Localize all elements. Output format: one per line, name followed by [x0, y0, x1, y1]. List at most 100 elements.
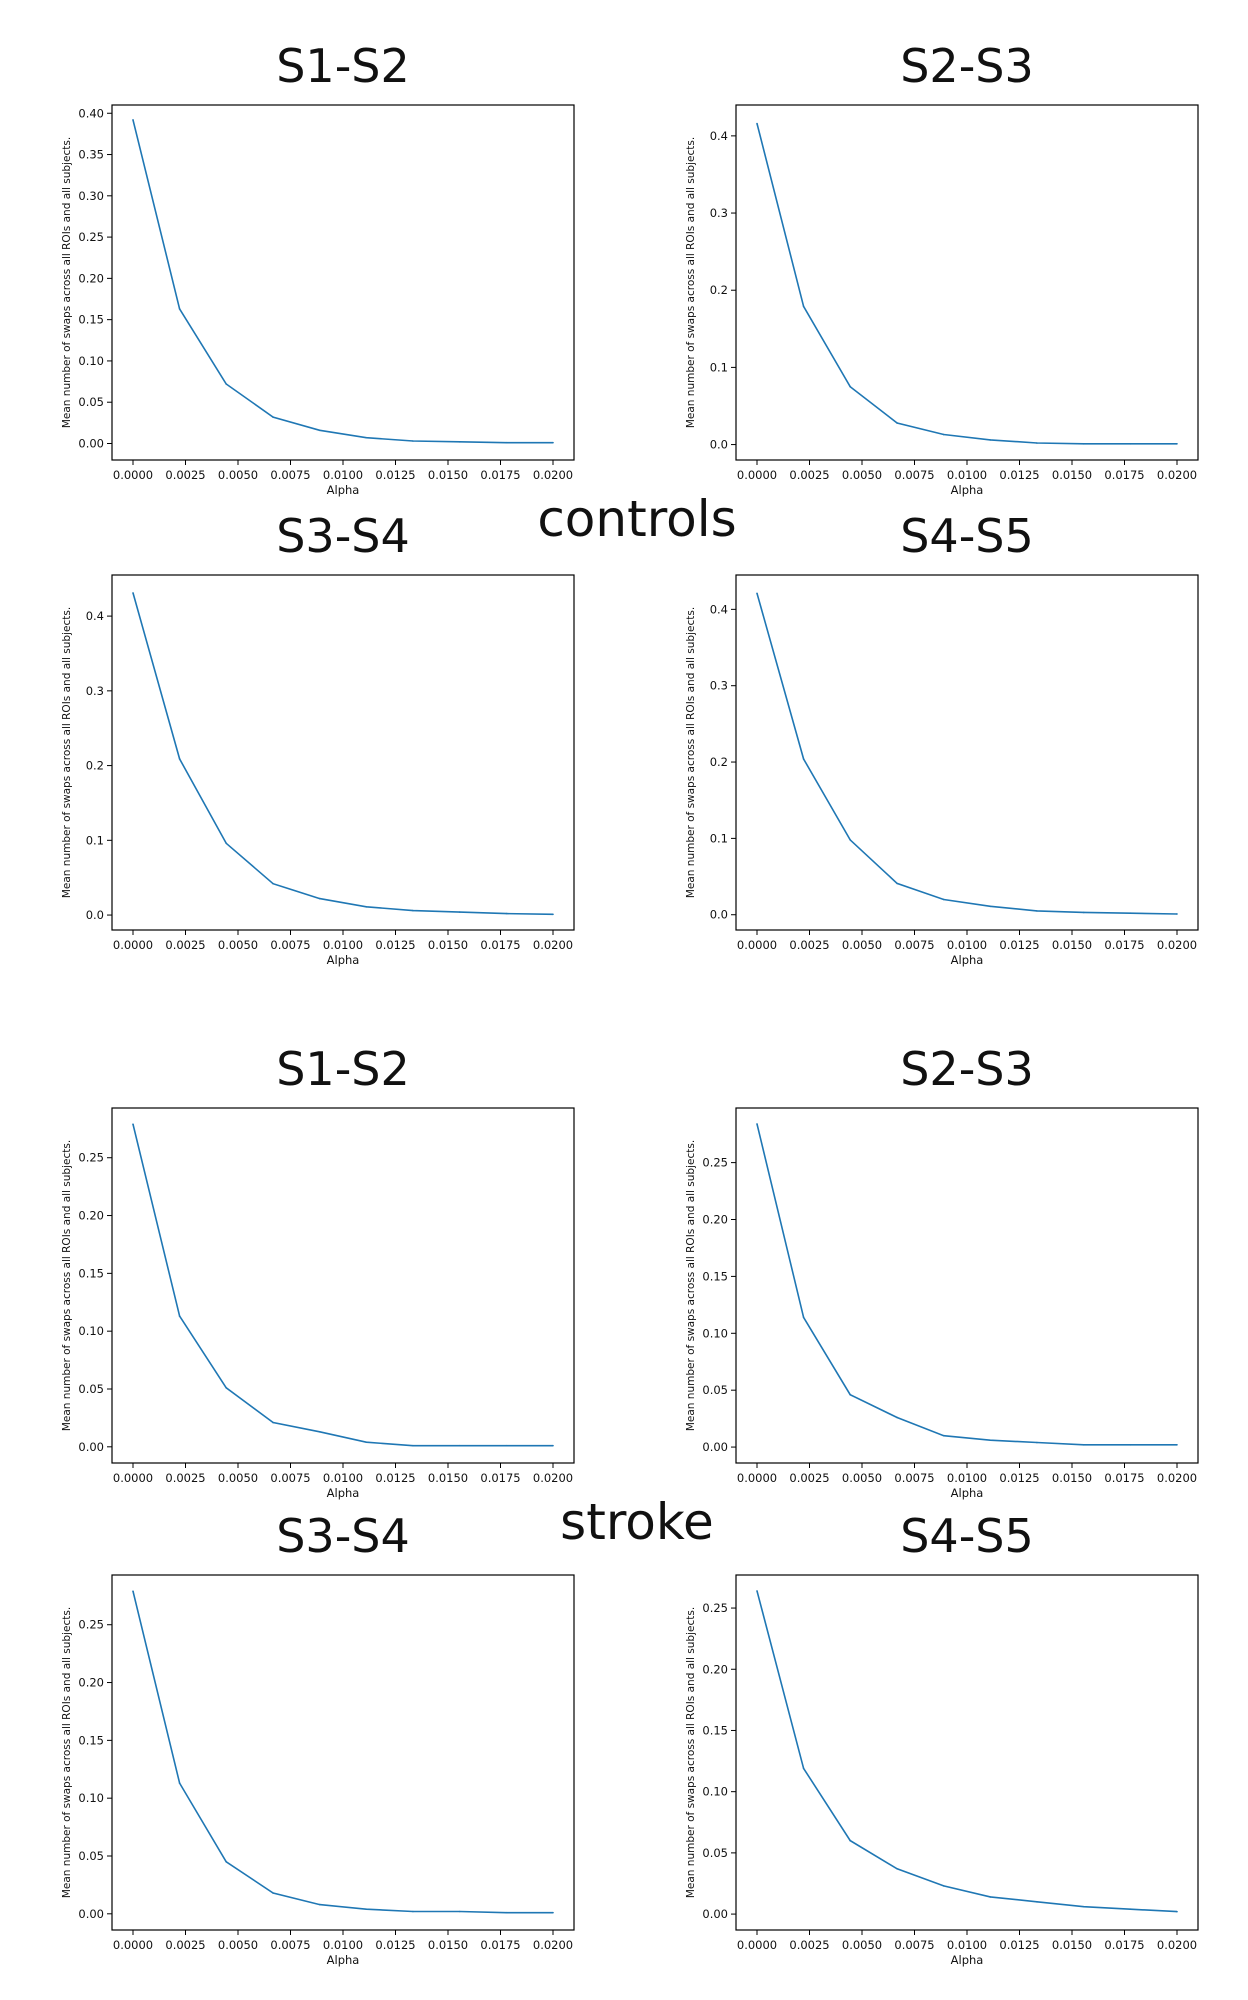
- x-tick-label: 0.0100: [323, 468, 363, 482]
- data-point: [132, 1590, 134, 1592]
- x-tick-label: 0.0075: [270, 1471, 310, 1485]
- data-point: [365, 906, 368, 908]
- chart-title: S1-S2: [276, 39, 410, 93]
- chart-panel-controls-s4-s5: S4-S5 0.0000 0.0025 0.0050 0.0075 0.0100 0.012…: [624, 500, 1224, 970]
- data-point: [178, 1315, 181, 1317]
- data-point: [365, 436, 368, 439]
- y-tick-label: 0.4: [710, 129, 728, 143]
- chart-panel-controls-s1-s2: S1-S2 0.0000 0.0025 0.0050 0.0075 0.0100 0.012…: [0, 30, 600, 500]
- data-point: [225, 842, 228, 845]
- data-point: [1036, 910, 1038, 912]
- data-point: [756, 122, 758, 125]
- data-point: [272, 416, 274, 418]
- x-tick-label: 0.0175: [1104, 1471, 1144, 1485]
- y-tick-label: 0.2: [710, 283, 728, 297]
- y-tick-label: 0.00: [78, 436, 104, 450]
- x-tick-label: 0.0000: [737, 938, 777, 952]
- x-tick-label: 0.0150: [1052, 938, 1092, 952]
- data-point: [802, 758, 805, 760]
- x-tick-label: 0.0100: [323, 1938, 363, 1952]
- data-point: [1176, 1443, 1178, 1446]
- x-tick-label: 0.0200: [533, 1938, 573, 1952]
- data-point: [505, 441, 508, 444]
- data-point: [802, 1767, 805, 1770]
- x-tick-label: 0.0075: [894, 468, 934, 482]
- y-tick-label: 0.35: [78, 148, 104, 162]
- data-point: [225, 1387, 228, 1389]
- x-tick-label: 0.0200: [533, 1471, 573, 1485]
- y-tick-label: 0.10: [78, 1791, 104, 1805]
- x-tick-label: 0.0175: [1104, 1938, 1144, 1952]
- x-tick-label: 0.0125: [375, 468, 415, 482]
- plot-frame: [111, 574, 575, 931]
- x-tick-label: 0.0075: [894, 1938, 934, 1952]
- x-tick-label: 0.0050: [842, 1938, 882, 1952]
- data-point: [1082, 911, 1085, 914]
- data-point: [318, 1430, 321, 1433]
- y-tick-label: 0.40: [78, 106, 104, 120]
- data-point: [132, 119, 134, 121]
- y-tick-label: 0.00: [702, 1907, 728, 1921]
- data-point: [505, 1911, 508, 1914]
- y-tick-label: 0.20: [702, 1213, 728, 1227]
- data-point: [1176, 442, 1178, 445]
- y-tick-label: 0.05: [78, 1849, 104, 1863]
- plot-frame: [735, 1574, 1199, 1931]
- data-point: [896, 882, 898, 885]
- data-point: [132, 1123, 134, 1125]
- x-tick-label: 0.0050: [218, 1938, 258, 1952]
- y-axis-label: Mean number of swaps across all ROIs and…: [61, 1607, 73, 1898]
- data-point: [1082, 1905, 1085, 1908]
- y-axis-label: Mean number of swaps across all ROIs and…: [685, 607, 697, 898]
- x-tick-label: 0.0025: [165, 468, 205, 482]
- x-tick-label: 0.0125: [999, 1938, 1039, 1952]
- x-tick-label: 0.0000: [113, 1938, 153, 1952]
- chart-panel-stroke-s2-s3: S2-S3 0.0000 0.0025 0.0050 0.0075 0.0100 0.012…: [624, 1033, 1224, 1503]
- x-axis-label: Alpha: [327, 1953, 360, 1967]
- x-tick-label: 0.0100: [323, 1471, 363, 1485]
- y-tick-label: 0.1: [710, 360, 728, 374]
- y-tick-label: 0.3: [86, 684, 104, 698]
- y-tick-label: 0.05: [702, 1383, 728, 1397]
- y-tick-label: 0.3: [710, 679, 728, 693]
- y-tick-label: 0.1: [86, 833, 104, 847]
- x-axis-label: Alpha: [327, 1486, 360, 1500]
- data-point: [849, 839, 852, 841]
- y-tick-label: 0.30: [78, 189, 104, 203]
- chart-title: S3-S4: [276, 1509, 410, 1563]
- x-tick-label: 0.0150: [428, 1471, 468, 1485]
- y-tick-label: 0.15: [702, 1269, 728, 1283]
- chart-title: S3-S4: [276, 509, 410, 563]
- x-tick-label: 0.0050: [218, 938, 258, 952]
- data-point: [178, 308, 181, 310]
- y-tick-label: 0.1: [710, 831, 728, 845]
- plot-frame: [111, 104, 575, 461]
- x-tick-label: 0.0175: [480, 1471, 520, 1485]
- data-point: [505, 912, 508, 915]
- x-tick-label: 0.0150: [1052, 468, 1092, 482]
- data-point: [1176, 1910, 1178, 1913]
- plot-frame: [111, 1107, 575, 1464]
- data-point: [942, 898, 945, 901]
- data-point: [178, 1782, 181, 1784]
- y-tick-label: 0.05: [78, 395, 104, 409]
- y-tick-label: 0.15: [78, 313, 104, 327]
- y-tick-label: 0.10: [702, 1326, 728, 1340]
- x-tick-label: 0.0025: [789, 468, 829, 482]
- chart-svg: S4-S5 0.0000 0.0025 0.0050 0.0075 0.0100 0.012…: [685, 509, 1199, 967]
- x-tick-label: 0.0050: [842, 468, 882, 482]
- data-point: [802, 305, 805, 308]
- data-point: [896, 1867, 898, 1870]
- chart-svg: S1-S2 0.0000 0.0025 0.0050 0.0075 0.0100 0.012…: [61, 39, 575, 497]
- y-axis-label: Mean number of swaps across all ROIs and…: [61, 137, 73, 428]
- x-tick-label: 0.0075: [894, 938, 934, 952]
- x-tick-label: 0.0150: [1052, 1471, 1092, 1485]
- x-tick-label: 0.0025: [165, 938, 205, 952]
- data-point: [225, 1860, 228, 1863]
- data-point: [412, 1910, 414, 1913]
- x-tick-label: 0.0200: [1157, 1938, 1197, 1952]
- chart-title: S2-S3: [900, 39, 1034, 93]
- data-point: [318, 429, 321, 432]
- y-tick-label: 0.20: [78, 271, 104, 285]
- x-tick-label: 0.0175: [1104, 938, 1144, 952]
